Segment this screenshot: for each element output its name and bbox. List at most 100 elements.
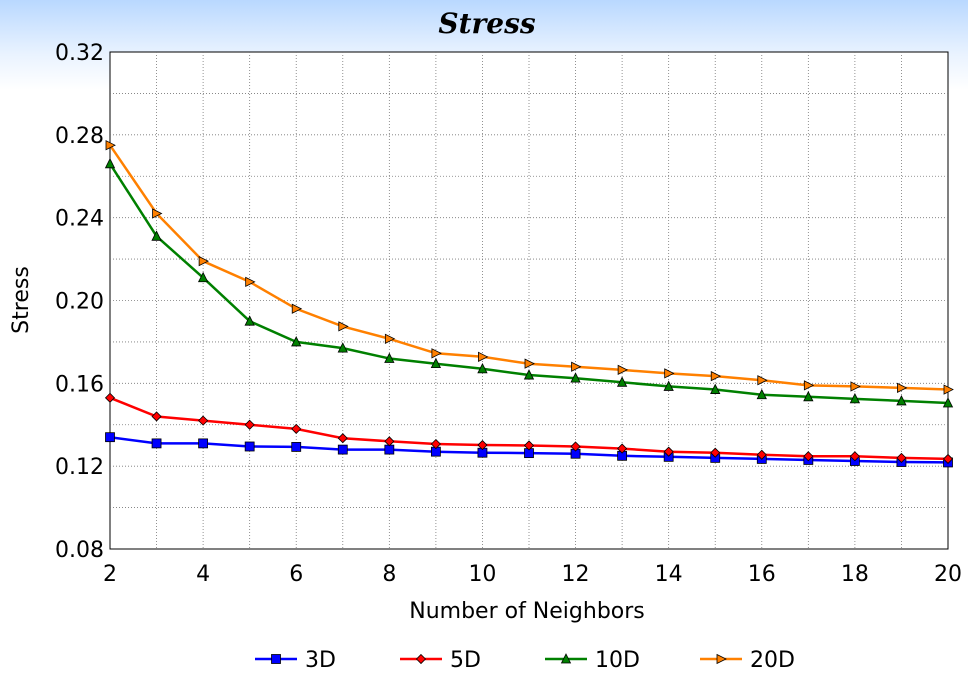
- data-point: [710, 383, 721, 394]
- data-point: [104, 392, 116, 403]
- data-point: [710, 447, 721, 458]
- data-point: [850, 381, 861, 392]
- data-point: [105, 432, 115, 443]
- x-tick-label: 2: [103, 562, 117, 587]
- data-point: [105, 140, 116, 151]
- x-tick-label: 20: [934, 562, 962, 587]
- x-tick-label: 16: [748, 562, 776, 587]
- data-point: [104, 157, 116, 169]
- data-point: [942, 397, 954, 408]
- data-point: [431, 348, 442, 359]
- data-point: [151, 230, 162, 241]
- data-point: [152, 208, 163, 219]
- data-point: [896, 395, 907, 406]
- series-10D: [104, 157, 954, 408]
- y-tick-label: 0.16: [55, 372, 104, 397]
- data-point: [664, 368, 675, 379]
- data-point: [570, 372, 581, 383]
- data-point: [151, 438, 162, 449]
- data-point: [430, 357, 442, 369]
- data-point: [198, 438, 209, 449]
- data-point: [710, 370, 722, 382]
- data-point: [244, 419, 255, 430]
- data-point: [478, 351, 489, 362]
- legend-label: 20D: [750, 648, 795, 673]
- data-point: [291, 303, 303, 314]
- data-point: [803, 380, 815, 391]
- x-tick-label: 14: [655, 562, 683, 587]
- data-point: [291, 423, 302, 434]
- data-point: [384, 444, 395, 455]
- data-point: [663, 446, 674, 457]
- data-point: [756, 449, 767, 460]
- legend-item: 3D: [255, 648, 336, 673]
- y-tick-label: 0.08: [55, 538, 104, 563]
- series-5D: [104, 392, 954, 464]
- y-tick-label: 0.20: [55, 290, 104, 315]
- y-tick-label: 0.32: [55, 41, 104, 66]
- y-tick-label: 0.12: [55, 455, 104, 480]
- data-point: [617, 364, 629, 376]
- plot-area: [109, 51, 949, 550]
- legend-label: 10D: [595, 648, 640, 673]
- data-point: [384, 352, 395, 363]
- data-point: [571, 361, 582, 372]
- data-point: [524, 358, 535, 369]
- x-tick-label: 8: [382, 562, 396, 587]
- x-axis-label: Number of Neighbors: [409, 599, 645, 624]
- data-point: [803, 390, 814, 402]
- data-point: [245, 276, 256, 288]
- data-point: [337, 342, 348, 353]
- legend-item: 5D: [400, 648, 481, 673]
- data-point: [523, 440, 535, 451]
- data-point: [244, 315, 255, 326]
- data-point: [430, 438, 441, 450]
- x-tick-label: 12: [562, 562, 590, 587]
- data-point: [523, 369, 535, 380]
- legend: 3D 5D 10D 20D: [255, 648, 795, 673]
- x-tick-label: 10: [468, 562, 496, 587]
- data-point: [197, 271, 209, 283]
- legend-item: 20D: [700, 648, 795, 673]
- data-point: [337, 444, 348, 455]
- legend-label: 5D: [450, 648, 481, 673]
- data-point: [896, 452, 907, 463]
- y-tick-label: 0.24: [55, 207, 104, 232]
- data-point: [477, 362, 488, 374]
- x-tick-label: 18: [841, 562, 869, 587]
- legend-marker: [271, 654, 281, 664]
- data-point: [943, 384, 954, 395]
- data-point: [897, 382, 908, 394]
- x-tick-label: 6: [289, 562, 303, 587]
- data-point: [198, 415, 209, 426]
- legend-marker: [560, 653, 572, 664]
- legend-label: 3D: [305, 648, 336, 673]
- legend-item: 10D: [545, 648, 640, 673]
- data-point: [756, 388, 767, 400]
- data-point: [198, 256, 210, 267]
- x-axis-ticks: 2 4 6 8 10 12 14 16 18 20: [103, 562, 962, 587]
- series-layer: [104, 140, 954, 468]
- data-point: [291, 442, 302, 452]
- y-axis-ticks: 0.08 0.12 0.16 0.20 0.24 0.28 0.32: [55, 41, 104, 563]
- data-point: [663, 380, 674, 391]
- data-point: [570, 441, 581, 452]
- data-point: [244, 441, 255, 452]
- legend-marker: [415, 653, 427, 665]
- series-20D: [105, 140, 954, 395]
- x-tick-label: 4: [196, 562, 210, 587]
- data-point: [803, 451, 814, 462]
- data-point: [384, 333, 396, 344]
- y-axis-label: Stress: [9, 266, 34, 334]
- data-point: [757, 375, 768, 386]
- data-point: [617, 443, 628, 454]
- data-point: [384, 436, 395, 447]
- data-point: [849, 392, 861, 404]
- data-point: [849, 451, 860, 462]
- legend-marker: [716, 653, 727, 665]
- data-point: [151, 411, 162, 422]
- data-point: [477, 439, 488, 451]
- data-point: [616, 376, 628, 387]
- data-point: [942, 453, 954, 464]
